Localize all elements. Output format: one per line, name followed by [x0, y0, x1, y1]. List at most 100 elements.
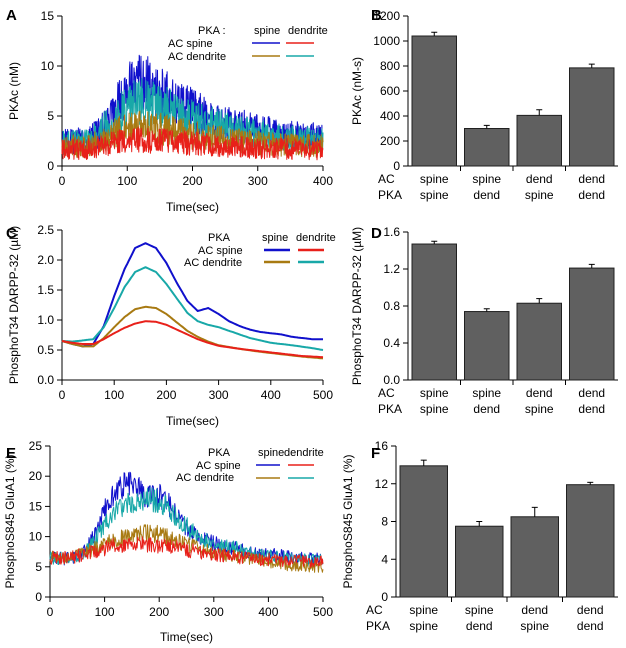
panel-d-category-pka-label: spine [420, 402, 449, 416]
panel-b-category-ac-label: spine [472, 172, 501, 186]
legend-e-col2: dendrite [284, 447, 324, 459]
panel-d-y-tick-label: 0.4 [383, 336, 400, 350]
panel-f-category-ac-label: spine [409, 603, 438, 617]
legend-c-row2: AC dendrite [184, 257, 242, 269]
panel-f-row-label-pka: PKA [366, 619, 390, 633]
panel-e-y-tick-label: 0 [35, 590, 42, 604]
panel-d-category-ac-label: dend [578, 386, 605, 400]
panel-c-x-tick-label: 200 [156, 388, 176, 402]
panel-e-y-tick-label: 20 [29, 469, 43, 483]
panel-b-category-pka-label: dend [578, 188, 605, 202]
panel-f-category-ac-label: dend [577, 603, 604, 617]
panel-c-line-chart: 0.0 0.5 1.0 1.5 2.0 2.5 0 100 200 300 400 500 Time(s… [7, 223, 333, 428]
panel-f-row-label-ac: AC [366, 603, 383, 617]
panel-e-line-chart: 0 5 10 15 20 25 0 100 200 300 400 500 Time(sec) Phosp… [3, 439, 333, 644]
panel-b-row-label-ac: AC [378, 172, 395, 186]
panel-a-x-tick-label: 0 [59, 174, 66, 188]
legend-e-row2: AC dendrite [176, 472, 234, 484]
panel-d-category-ac-label: spine [420, 386, 449, 400]
panel-c-x-tick-label: 500 [313, 388, 333, 402]
panel-e-y-axis-label: PhosphoS845 GluA1 (%) [3, 454, 17, 588]
panel-f-bar [510, 516, 559, 598]
panel-c-y-tick-label: 0.5 [37, 343, 54, 357]
panel-e-y-tick-label: 5 [35, 560, 42, 574]
panel-d-y-tick-label: 0.8 [383, 299, 400, 313]
panel-f-bar-chart: 0 4 8 12 16 PhosphoS845 GluA1 (%) AC PKA spine sp… [341, 439, 618, 633]
panel-a-x-tick-label: 300 [248, 174, 268, 188]
panel-b-bar [411, 35, 457, 167]
panel-f-category-pka-label: dend [577, 619, 604, 633]
legend-a-title: PKA : [198, 25, 226, 37]
panel-f-y-tick-label: 8 [381, 515, 388, 529]
panel-e-x-tick-label: 100 [95, 605, 115, 619]
panel-b-category-pka-label: spine [420, 188, 449, 202]
panel-a-series-ac-spine-pka-dendrite [61, 126, 324, 161]
panel-a-x-tick-label: 200 [182, 174, 202, 188]
panel-f-category-pka-label: dend [466, 619, 493, 633]
panel-b-bar-chart: 0 200 400 600 800 1000 1200 PKAc (nM-s) AC PKA spi… [350, 9, 618, 202]
legend-c-title: PKA [208, 232, 231, 244]
panel-b-category-ac-label: spine [420, 172, 449, 186]
panel-b-y-tick-label: 400 [380, 109, 400, 123]
panel-f-category-pka-label: spine [520, 619, 549, 633]
legend-e: PKA spine dendrite AC spine AC dendrite [176, 447, 324, 484]
panel-a-y-tick-label: 5 [47, 109, 54, 123]
panel-f-category-pka-label: spine [409, 619, 438, 633]
panel-b-y-tick-label: 1200 [373, 9, 400, 23]
legend-a-row1: AC spine [168, 38, 213, 50]
panel-d-row-label-pka: PKA [378, 402, 402, 416]
panel-e-x-axis-label: Time(sec) [160, 630, 213, 644]
panel-f-bar [399, 465, 448, 598]
panel-c-y-axis-label: PhosphoT34 DARPP-32 (µM) [7, 226, 21, 384]
panel-d-row-label-ac: AC [378, 386, 395, 400]
panel-c-series-ac-spine-pka-spine [61, 242, 323, 348]
panel-letter-f: F [371, 445, 380, 462]
panel-f-bar [455, 525, 504, 598]
panel-c-y-tick-label: 2.5 [37, 223, 54, 237]
panel-b-bar [464, 128, 510, 167]
panel-d-category-pka-label: spine [525, 402, 554, 416]
legend-a-row2: AC dendrite [168, 51, 226, 63]
panel-d-y-tick-label: 0.0 [383, 373, 400, 387]
panel-d-bar [464, 311, 510, 381]
legend-e-title: PKA [208, 447, 231, 459]
panel-e-y-tick-label: 10 [29, 530, 43, 544]
panel-b-y-axis-label: PKAc (nM-s) [350, 57, 364, 125]
panel-c-x-tick-label: 400 [261, 388, 281, 402]
panel-letter-b: B [371, 7, 382, 24]
panel-a-y-axis-label: PKAc (nM) [7, 62, 21, 120]
panel-e-series-ac-spine-pka-dendrite [49, 536, 324, 569]
panel-b-y-tick-label: 200 [380, 134, 400, 148]
panel-a-line-chart: 0 5 10 15 0 100 200 300 400 Time(sec) PKAc (nM) [7, 9, 333, 214]
panel-b-row-label-pka: PKA [378, 188, 402, 202]
panel-f-y-tick-label: 12 [375, 477, 389, 491]
panel-f-y-tick-label: 4 [381, 552, 388, 566]
panel-f-category-ac-label: dend [521, 603, 548, 617]
panel-b-category-pka-label: spine [525, 188, 554, 202]
panel-b-y-tick-label: 600 [380, 84, 400, 98]
panel-d-y-tick-label: 1.6 [383, 225, 400, 239]
legend-a-col2: dendrite [288, 25, 328, 37]
panel-c-series-ac-dendrite-pka-spine [61, 305, 324, 360]
panel-letter-e: E [6, 445, 16, 462]
panel-b-bar [516, 114, 562, 167]
panel-d-category-ac-label: dend [526, 386, 553, 400]
panel-letter-d: D [371, 225, 382, 242]
panel-b-bar [569, 67, 615, 167]
panel-e-x-tick-label: 200 [149, 605, 169, 619]
panel-f-y-axis-label: PhosphoS845 GluA1 (%) [341, 454, 355, 588]
legend-c-col1: spine [262, 232, 288, 244]
panel-e-y-tick-label: 15 [29, 499, 43, 513]
panel-letter-c: C [6, 225, 17, 242]
panel-a-y-tick-label: 10 [41, 59, 55, 73]
panel-c-x-axis-label: Time(sec) [166, 414, 219, 428]
legend-c: PKA spine dendrite AC spine AC dendrite [184, 232, 336, 269]
panel-d-y-tick-label: 1.2 [383, 262, 400, 276]
legend-a-col1: spine [254, 25, 280, 37]
panel-c-y-tick-label: 1.5 [37, 283, 54, 297]
panel-c-series-ac-spine-pka-dendrite [61, 320, 324, 359]
panel-d-bar [516, 302, 562, 381]
panel-b-y-tick-label: 0 [393, 159, 400, 173]
legend-c-col2: dendrite [296, 232, 336, 244]
